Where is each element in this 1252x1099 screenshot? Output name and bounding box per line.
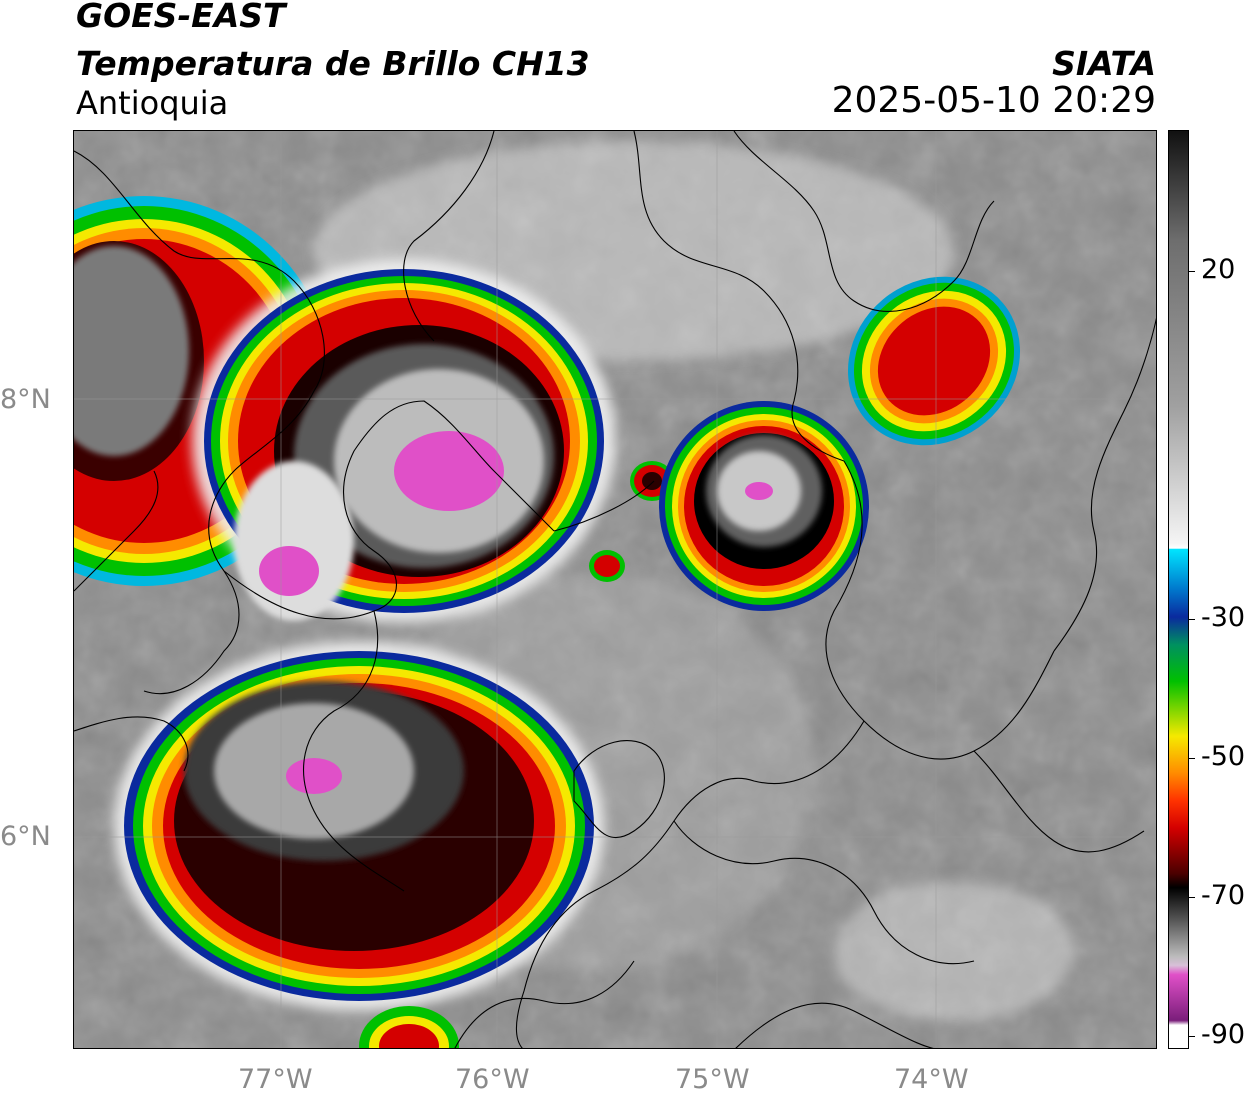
storm-cell-east: [659, 276, 1021, 611]
colorbar-tickmark-minus30: [1189, 619, 1195, 620]
colorbar-tickmark-minus90: [1189, 1036, 1195, 1037]
storm-cell-north: [192, 259, 616, 623]
longitude-label-75w: 75°W: [675, 1064, 750, 1095]
colorbar-label-minus50: -50: [1201, 741, 1246, 772]
organization-label: SIATA: [1052, 44, 1156, 83]
storm-cell-small-2: [589, 550, 625, 582]
longitude-label-77w: 77°W: [238, 1064, 313, 1095]
region-label: Antioquia: [76, 84, 229, 122]
colorbar-label-minus90: -90: [1201, 1019, 1246, 1050]
satellite-image: [74, 131, 1156, 1048]
admin-boundaries: [74, 131, 1156, 1048]
colorbar-label-minus70: -70: [1201, 880, 1246, 911]
colorbar-tickmark-20: [1189, 271, 1195, 272]
cloud-band-south: [834, 881, 1074, 1021]
storm-cell-bottom: [359, 1006, 459, 1048]
colorbar-tickmark-minus50: [1189, 758, 1195, 759]
longitude-label-74w: 74°W: [894, 1064, 969, 1095]
product-title: Temperatura de Brillo CH13: [76, 44, 590, 83]
colorbar-tickmark-minus70: [1189, 897, 1195, 898]
longitude-label-76w: 76°W: [455, 1064, 530, 1095]
latitude-label-6n: 6°N: [0, 821, 51, 852]
colorbar-label-20: 20: [1201, 254, 1236, 285]
product-source-title: GOES-EAST: [76, 0, 286, 35]
latitude-label-8n: 8°N: [0, 384, 51, 415]
colorbar-label-minus30: -30: [1201, 602, 1246, 633]
satellite-map: [73, 130, 1157, 1049]
timestamp-label: 2025-05-10 20:29: [831, 80, 1156, 121]
temperature-colorbar: [1168, 130, 1189, 1049]
storm-cell-south: [114, 641, 604, 1011]
